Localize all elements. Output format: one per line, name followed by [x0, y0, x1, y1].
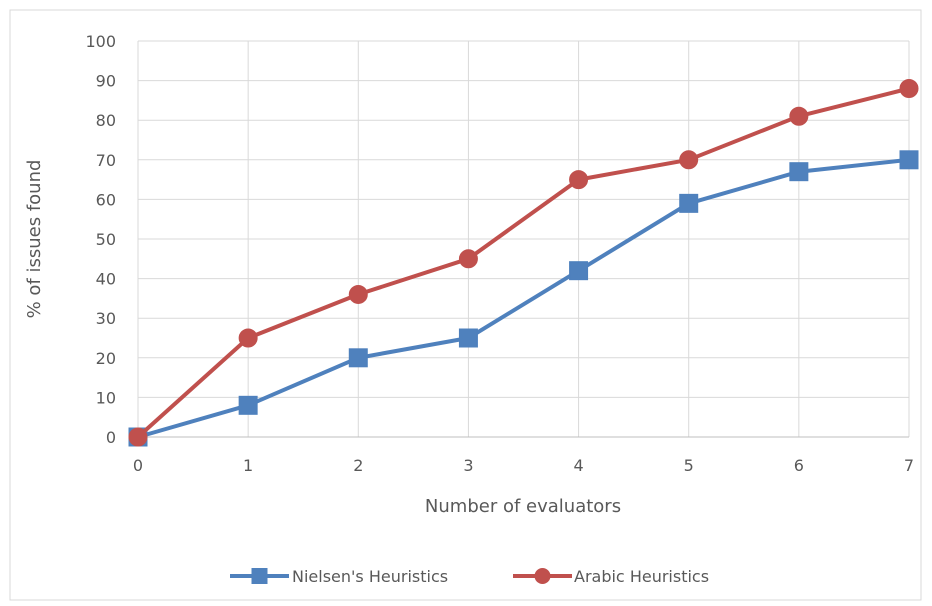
y-tick-label: 80	[96, 111, 116, 130]
data-point-square	[789, 162, 809, 182]
legend-label: Arabic Heuristics	[574, 567, 709, 586]
x-tick-label: 5	[684, 456, 694, 475]
data-point-circle	[348, 284, 368, 304]
y-tick-label: 0	[106, 428, 116, 447]
data-point-circle	[789, 106, 809, 126]
series-line-1	[136, 86, 910, 439]
data-point-square	[238, 395, 258, 415]
series-group	[128, 79, 919, 447]
data-point-circle	[238, 328, 258, 348]
data-point-circle	[679, 150, 699, 170]
data-point-circle	[569, 170, 589, 190]
y-tick-label: 50	[96, 230, 116, 249]
y-tick-label: 30	[96, 309, 116, 328]
y-tick-label: 20	[96, 349, 116, 368]
legend-label: Nielsen's Heuristics	[292, 567, 448, 586]
data-point-circle	[128, 427, 148, 447]
x-tick-label: 1	[243, 456, 253, 475]
y-tick-label: 90	[96, 72, 116, 91]
series-line-0	[137, 157, 910, 439]
legend-marker-circle	[534, 568, 551, 584]
gridlines	[137, 40, 910, 437]
y-axis-title: % of issues found	[24, 160, 45, 319]
data-point-square	[569, 261, 589, 281]
y-tick-label: 40	[96, 270, 116, 289]
y-axis-ticks: 0 10 20 30 40 50 60 70 80 90 100	[85, 32, 116, 447]
x-tick-label: 7	[904, 456, 914, 475]
data-point-square	[899, 150, 919, 170]
x-axis-title: Number of evaluators	[425, 496, 621, 517]
data-point-square	[348, 348, 368, 368]
data-point-square	[679, 193, 699, 213]
x-axis-ticks: 0 1 2 3 4 5 6 7	[133, 456, 914, 475]
chart-area-border	[9, 9, 922, 601]
legend: Nielsen's Heuristics Arabic Heuristics	[230, 567, 709, 586]
x-tick-label: 0	[133, 456, 143, 475]
data-point-square	[458, 328, 478, 348]
y-tick-label: 60	[96, 190, 116, 209]
x-tick-label: 6	[794, 456, 804, 475]
x-tick-label: 3	[463, 456, 473, 475]
y-tick-label: 10	[96, 388, 116, 407]
data-point-circle	[458, 249, 478, 269]
y-tick-label: 70	[96, 151, 116, 170]
y-tick-label: 100	[85, 32, 116, 51]
x-tick-label: 2	[353, 456, 363, 475]
legend-marker-square	[251, 568, 268, 584]
x-tick-label: 4	[573, 456, 583, 475]
data-point-circle	[899, 79, 919, 99]
